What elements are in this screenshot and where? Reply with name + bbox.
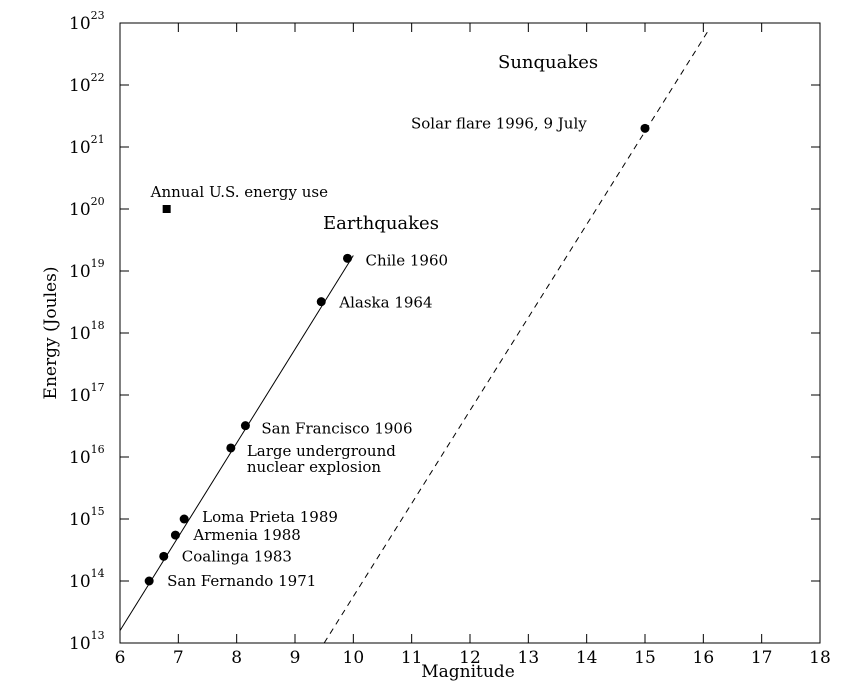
x-tick-label: 11 [401, 648, 423, 668]
x-axis-label: Magnitude [421, 662, 515, 682]
x-tick-label: 7 [173, 648, 184, 668]
y-tick-exponent: 21 [91, 133, 105, 146]
x-tick-label: 8 [231, 648, 242, 668]
y-tick-exponent: 13 [91, 629, 105, 642]
point-label: Coalinga 1983 [182, 547, 292, 565]
axis-ticks [119, 22, 821, 644]
x-tick-label: 18 [809, 648, 831, 668]
point-label: Loma Prieta 1989 [202, 508, 338, 526]
y-tick-base: 10 [69, 262, 91, 282]
x-tick-label: 16 [693, 648, 715, 668]
y-tick-label: 1019 [69, 257, 105, 282]
y-tick-label: 1022 [69, 71, 105, 96]
y-tick-base: 10 [69, 572, 91, 592]
data-point [179, 514, 189, 524]
y-tick-label: 1020 [69, 195, 105, 220]
y-tick-exponent: 17 [91, 381, 105, 394]
y-tick-exponent: 16 [91, 443, 105, 456]
data-point [170, 530, 180, 540]
x-tick-labels: 6 7 8 9 10 11 12 13 14 15 16 17 18 [115, 648, 831, 668]
y-tick-label: 1018 [69, 319, 105, 344]
y-tick-base: 10 [69, 448, 91, 468]
point-label-line: Large underground [247, 442, 396, 460]
x-tick-label: 13 [518, 648, 540, 668]
y-tick-exponent: 19 [91, 257, 105, 270]
y-axis-label: Energy (Joules) [41, 267, 61, 400]
y-tick-label: 1013 [69, 629, 105, 654]
y-tick-label: 1017 [69, 381, 105, 406]
data-point [240, 421, 250, 431]
fit-lines [119, 28, 710, 644]
point-label: Chile 1960 [366, 251, 449, 269]
y-tick-exponent: 22 [91, 71, 105, 84]
point-label: San Fernando 1971 [167, 572, 316, 590]
data-point-square [162, 205, 171, 213]
region-label-sunquakes: Sunquakes [498, 52, 598, 73]
y-tick-label: 1023 [69, 9, 105, 34]
data-point [226, 443, 236, 453]
y-tick-base: 10 [69, 14, 91, 34]
y-tick-base: 10 [69, 510, 91, 530]
x-tick-label: 10 [343, 648, 365, 668]
y-tick-base: 10 [69, 138, 91, 158]
y-tick-base: 10 [69, 76, 91, 96]
y-tick-label: 1014 [69, 567, 105, 592]
y-tick-label: 1021 [69, 133, 105, 158]
y-tick-labels: 1013101410151016101710181019102010211022… [69, 9, 105, 654]
point-label: Armenia 1988 [192, 526, 300, 544]
earthquake-trend-line [119, 255, 354, 631]
x-tick-label: 12 [459, 648, 481, 668]
point-label: Annual U.S. energy use [150, 183, 328, 201]
y-tick-label: 1016 [69, 443, 105, 468]
y-tick-exponent: 14 [91, 567, 105, 580]
point-label: Large underground nuclear explosion [247, 442, 396, 476]
y-tick-base: 10 [69, 634, 91, 654]
data-point [343, 253, 352, 263]
x-tick-label: 17 [751, 648, 773, 668]
data-points [144, 123, 650, 586]
point-label-line: nuclear explosion [247, 458, 382, 476]
x-tick-label: 15 [634, 648, 656, 668]
y-tick-exponent: 23 [91, 9, 105, 22]
y-tick-exponent: 15 [91, 505, 105, 518]
point-label: San Francisco 1906 [261, 420, 412, 438]
y-tick-base: 10 [69, 386, 91, 406]
region-label-earthquakes: Earthquakes [323, 213, 439, 234]
data-point [640, 123, 650, 133]
point-label: Alaska 1964 [338, 294, 432, 312]
y-tick-base: 10 [69, 324, 91, 344]
y-tick-label: 1015 [69, 505, 105, 530]
data-point [144, 576, 154, 586]
y-tick-base: 10 [69, 200, 91, 220]
data-point [316, 297, 326, 307]
data-point [159, 551, 169, 561]
point-label: Solar flare 1996, 9 July [411, 114, 587, 132]
x-tick-label: 9 [290, 648, 301, 668]
x-tick-label: 14 [576, 648, 598, 668]
x-tick-label: 6 [115, 648, 126, 668]
point-annotations: San Fernando 1971 Coalinga 1983 Armenia 19… [150, 114, 588, 590]
y-tick-exponent: 18 [91, 319, 105, 332]
y-tick-exponent: 20 [91, 195, 105, 208]
